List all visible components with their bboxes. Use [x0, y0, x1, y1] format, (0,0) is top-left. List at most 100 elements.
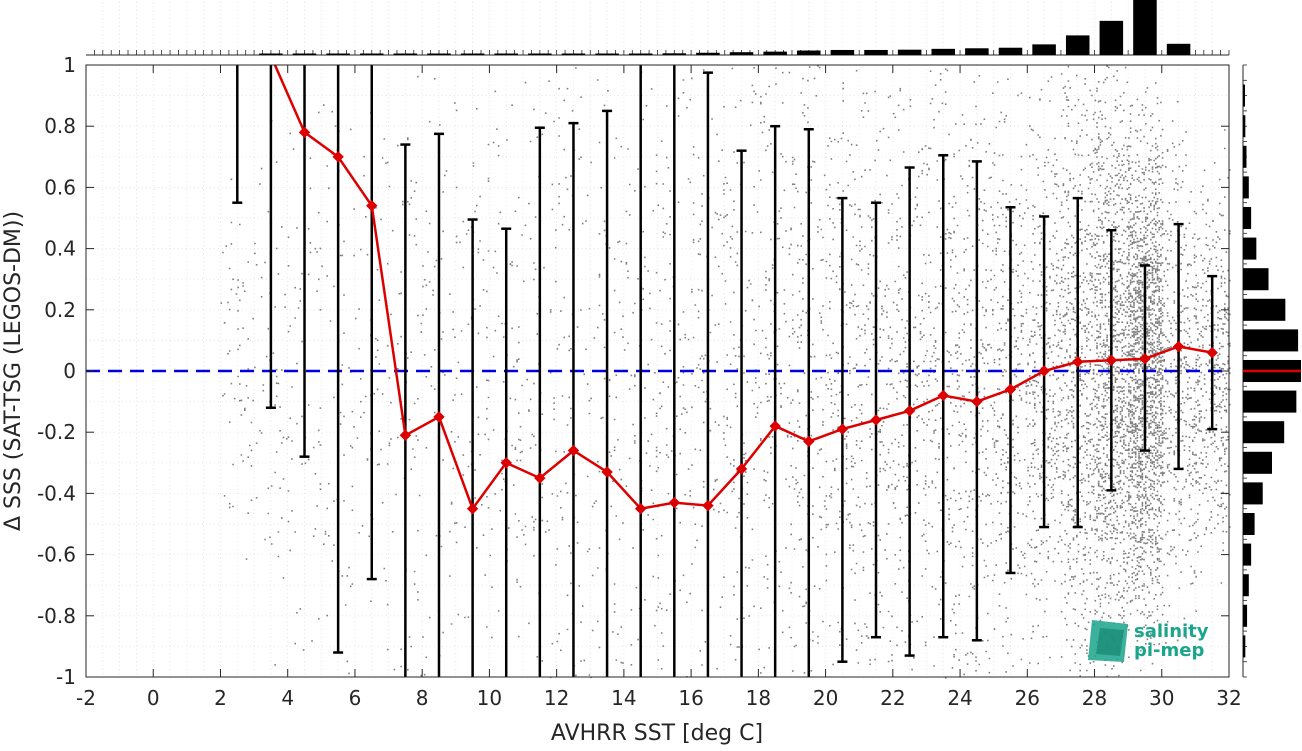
top-hist-bar: [763, 51, 787, 55]
mean-point: [601, 466, 613, 478]
x-tick-label: 18: [746, 686, 771, 710]
top-hist-bar: [696, 52, 720, 55]
x-tick-label: 16: [678, 686, 703, 710]
x-tick-label: 0: [147, 686, 160, 710]
y-tick-label: -0.2: [37, 420, 76, 444]
y-tick-label: 0.6: [44, 175, 76, 199]
mean-point: [870, 414, 882, 426]
x-tick-label: 8: [416, 686, 429, 710]
top-hist-bar: [965, 48, 989, 55]
top-hist-bar: [864, 49, 888, 55]
top-hist-bar: [897, 49, 922, 55]
top-hist-bar: [595, 53, 619, 55]
top-hist-bar: [292, 53, 317, 55]
top-hist-bar: [797, 50, 821, 55]
mean-point: [500, 457, 512, 469]
mean-point: [1004, 383, 1017, 396]
y-tick-label: 0.2: [44, 298, 76, 322]
top-hist-bar: [830, 49, 855, 55]
top-hist-bar: [393, 53, 418, 55]
top-hist-bar: [528, 53, 552, 55]
mean-point: [803, 435, 815, 448]
x-tick-label: 12: [544, 686, 569, 710]
right-hist-bar: [1243, 451, 1272, 474]
top-hist-bar: [1099, 20, 1124, 55]
right-hist-bar: [1243, 574, 1249, 597]
mean-point: [1139, 353, 1151, 365]
right-hist-bar: [1243, 390, 1297, 413]
x-tick-label: -2: [76, 686, 96, 710]
mean-point: [1038, 365, 1050, 377]
mean-point: [735, 463, 748, 475]
mean-point: [567, 444, 580, 457]
x-axis-label: AVHRR SST [deg C]: [551, 721, 763, 746]
top-hist-bar: [628, 53, 653, 55]
x-tick-label: 20: [813, 686, 838, 710]
right-hist-bar: [1243, 237, 1257, 260]
top-hist-bar: [1133, 0, 1157, 55]
x-tick-label: 28: [1082, 686, 1107, 710]
x-tick-label: 30: [1149, 686, 1174, 710]
top-hist-bar: [1032, 44, 1056, 55]
top-hist-bar: [662, 53, 687, 55]
mean-point: [702, 499, 714, 512]
right-hist-bar: [1243, 206, 1252, 230]
right-hist-bar: [1243, 543, 1252, 566]
x-tick-label: 32: [1216, 686, 1241, 710]
top-hist-bar: [460, 53, 485, 55]
y-tick-label: 0.4: [44, 237, 76, 261]
top-hist-bar: [931, 48, 956, 55]
mean-point: [298, 126, 311, 139]
right-hist-bar: [1243, 84, 1245, 107]
y-tick-label: -0.8: [37, 604, 76, 628]
top-hist-bar: [494, 53, 518, 55]
top-hist-bar: [259, 53, 283, 55]
x-tick-label: 24: [947, 686, 972, 710]
x-tick-label: 22: [880, 686, 905, 710]
x-tick-label: 4: [281, 686, 294, 710]
mean-point: [399, 429, 412, 441]
right-hist-bar: [1243, 482, 1263, 505]
mean-point: [433, 411, 445, 423]
mean-point: [1172, 340, 1185, 353]
right-hist-bar: [1243, 298, 1286, 321]
mean-point: [668, 496, 681, 509]
y-tick-label: -0.4: [37, 481, 76, 505]
mean-point: [937, 389, 949, 402]
right-hist-bar: [1243, 176, 1249, 199]
mean-point: [1206, 346, 1218, 359]
top-hist-bar: [561, 53, 586, 55]
right-hist-bar: [1243, 329, 1299, 352]
x-tick-label: 6: [349, 686, 362, 710]
right-hist-bar: [1243, 421, 1285, 444]
mean-point: [903, 405, 916, 417]
right-histogram: [1242, 64, 1301, 678]
top-hist-bar: [326, 53, 350, 55]
x-tick-label: 14: [611, 686, 636, 710]
mean-point: [366, 200, 378, 212]
mean-point: [1072, 356, 1084, 368]
mean-point: [769, 420, 781, 432]
right-hist-bar: [1243, 145, 1247, 168]
y-tick-label: -0.6: [37, 543, 76, 567]
y-tick-label: 0.8: [44, 114, 76, 138]
logo-text-line1: salinity: [1134, 621, 1209, 642]
mean-series: [273, 65, 1218, 515]
top-hist-bar: [427, 53, 451, 55]
right-hist-bar: [1243, 604, 1248, 627]
y-tick-label: -1: [56, 665, 76, 689]
salinity-pimep-logo: salinity pi-mep: [1088, 620, 1209, 662]
y-tick-label: 0: [63, 359, 76, 383]
top-hist-bar: [729, 52, 754, 55]
top-hist-bar: [1065, 35, 1090, 55]
right-hist-bar: [1243, 635, 1246, 658]
mean-point: [466, 502, 479, 515]
y-tick-label: 1: [63, 53, 76, 77]
grid: [85, 64, 1230, 678]
mean-point: [534, 472, 546, 484]
y-axis-label: Δ SSS (SAT-TSG (LEGOS-DM)): [1, 211, 26, 531]
right-hist-bar: [1243, 115, 1246, 138]
mean-point: [836, 423, 849, 435]
x-tick-label: 26: [1015, 686, 1040, 710]
